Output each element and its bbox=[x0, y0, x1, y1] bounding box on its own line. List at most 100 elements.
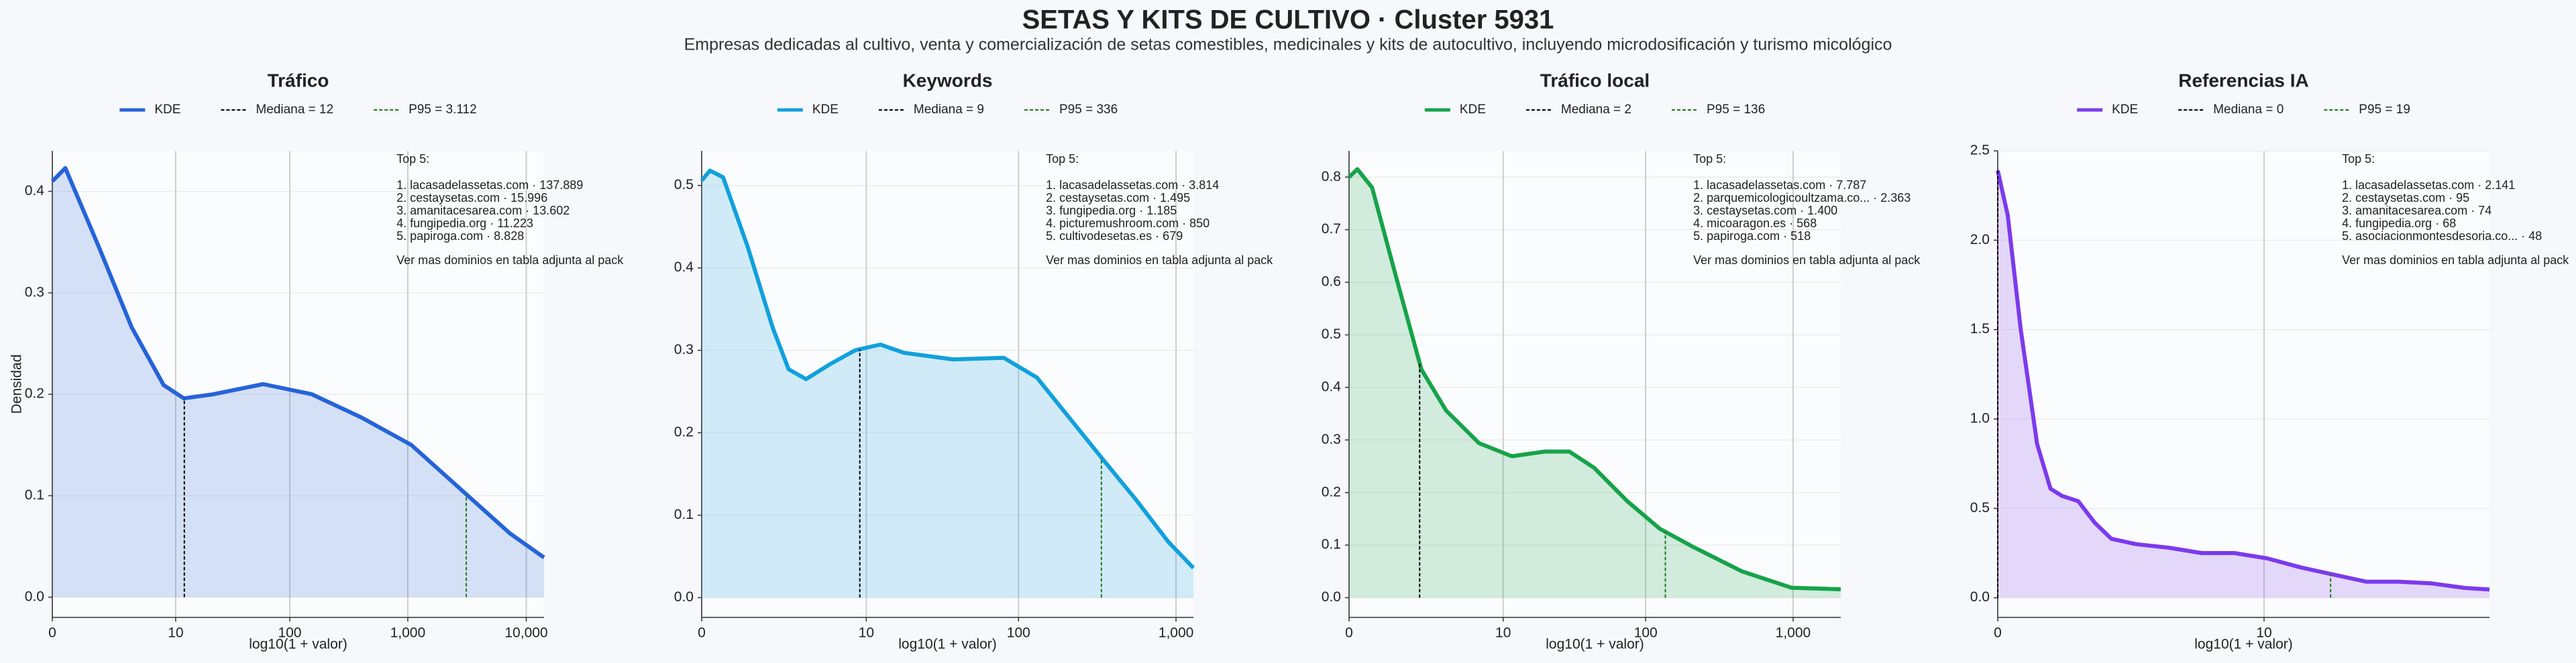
panel-title: Referencias IA bbox=[2178, 70, 2309, 91]
y-axis-label: Densidad bbox=[9, 355, 25, 414]
y-tick-label: 0.0 bbox=[674, 589, 694, 605]
x-tick-label: 10 bbox=[859, 625, 874, 641]
legend-label: P95 = 336 bbox=[1059, 103, 1118, 117]
x-tick-label: 100 bbox=[1007, 625, 1030, 641]
density-area bbox=[1998, 170, 2489, 598]
y-tick-label: 0.4 bbox=[1322, 379, 1342, 394]
density-area bbox=[52, 168, 544, 597]
density-curve bbox=[700, 168, 1195, 570]
annotation-title: Top 5: bbox=[396, 152, 429, 166]
legend: KDE Mediana = 2 P95 = 136 bbox=[1424, 103, 1765, 117]
legend-label: Mediana = 12 bbox=[256, 103, 333, 117]
annotation-line: 5. cultivodesetas.es · 679 bbox=[1046, 229, 1183, 243]
density-curve bbox=[1347, 167, 1841, 591]
y-tick-label: 1.0 bbox=[1970, 411, 1990, 426]
annotation-line: 5. papiroga.com · 8.828 bbox=[396, 229, 524, 243]
plot-area bbox=[52, 151, 544, 617]
y-tick-label: 0.0 bbox=[25, 589, 44, 604]
annotation-line: 4. micoaragon.es · 568 bbox=[1693, 217, 1817, 230]
y-tick-label: 0.6 bbox=[1322, 274, 1341, 290]
y-tick-label: 0.2 bbox=[25, 386, 44, 402]
legend-label: Mediana = 9 bbox=[914, 103, 984, 117]
x-tick-label: 0 bbox=[48, 625, 56, 641]
panel-title: Tráfico bbox=[268, 70, 329, 91]
y-tick-label: 0.5 bbox=[1970, 500, 1990, 516]
y-tick-label: 0.2 bbox=[674, 424, 694, 440]
y-tick-label: 0.2 bbox=[1322, 484, 1341, 499]
y-tick-label: 0.3 bbox=[25, 284, 44, 300]
x-tick-label: 100 bbox=[278, 625, 301, 641]
x-tick-label: 10 bbox=[1495, 625, 1511, 641]
x-tick-label: 100 bbox=[1634, 625, 1658, 641]
annotation-title: Top 5: bbox=[1046, 152, 1079, 166]
legend-label: P95 = 3.112 bbox=[409, 103, 477, 117]
y-tick-label: 0.0 bbox=[1970, 589, 1990, 605]
annotation-footer: Ver mas dominios en tabla adjunta al pac… bbox=[1693, 253, 1921, 267]
x-axis-label: log10(1 + valor) bbox=[1546, 637, 1644, 652]
annotation-line: 1. lacasadelassetas.com · 7.787 bbox=[1693, 178, 1866, 192]
annotation-line: 2. cestaysetas.com · 95 bbox=[2342, 191, 2469, 204]
annotation-line: 2. parquemicologicoultzama.co... · 2.363 bbox=[1693, 191, 1911, 204]
annotation-line: 4. fungipedia.org · 68 bbox=[2342, 217, 2456, 230]
plot-area bbox=[702, 151, 1193, 617]
legend-label: Mediana = 2 bbox=[1561, 103, 1631, 117]
x-tick-label: 0 bbox=[1345, 625, 1353, 641]
legend-label: P95 = 136 bbox=[1707, 103, 1765, 117]
legend: KDE Mediana = 12 P95 = 3.112 bbox=[119, 103, 477, 117]
annotation-line: 3. amanitacesarea.com · 13.602 bbox=[396, 204, 570, 217]
x-tick-label: 10 bbox=[2256, 625, 2271, 641]
y-tick-label: 0.1 bbox=[1322, 537, 1341, 552]
y-tick-label: 0.4 bbox=[674, 259, 694, 275]
x-axis-label: log10(1 + valor) bbox=[2194, 637, 2293, 652]
annotation-footer: Ver mas dominios en tabla adjunta al pac… bbox=[1046, 253, 1273, 267]
annotation-line: 1. lacasadelassetas.com · 3.814 bbox=[1046, 178, 1219, 192]
annotation-line: 5. papiroga.com · 518 bbox=[1693, 229, 1811, 243]
x-tick-label: 1,000 bbox=[1159, 625, 1194, 641]
y-tick-label: 0.7 bbox=[1322, 221, 1341, 237]
panel-title: Tráfico local bbox=[1540, 70, 1650, 91]
page-subtitle: Empresas dedicadas al cultivo, venta y c… bbox=[684, 36, 1892, 54]
annotation-line: 2. cestaysetas.com · 15.996 bbox=[396, 191, 547, 204]
density-area bbox=[702, 170, 1193, 598]
y-tick-label: 0.0 bbox=[1322, 589, 1341, 605]
legend-label: P95 = 19 bbox=[2359, 103, 2410, 117]
y-tick-label: 0.1 bbox=[25, 487, 44, 503]
y-tick-label: 0.5 bbox=[1322, 326, 1341, 342]
annotation-footer: Ver mas dominios en tabla adjunta al pac… bbox=[2342, 253, 2569, 267]
plot-area bbox=[1998, 151, 2489, 617]
x-tick-label: 1,000 bbox=[390, 625, 426, 641]
page-title: SETAS Y KITS DE CULTIVO · Cluster 5931 bbox=[1022, 5, 1554, 35]
legend: KDE Mediana = 9 P95 = 336 bbox=[777, 103, 1118, 117]
x-tick-label: 0 bbox=[698, 625, 706, 641]
y-tick-label: 1.5 bbox=[1970, 321, 1990, 337]
legend: KDE Mediana = 0 P95 = 19 bbox=[2077, 103, 2410, 117]
annotation-line: 1. lacasadelassetas.com · 2.141 bbox=[2342, 178, 2515, 192]
annotation-line: 4. fungipedia.org · 11.223 bbox=[396, 217, 533, 230]
x-tick-label: 10 bbox=[168, 625, 183, 641]
density-area bbox=[1349, 169, 1841, 598]
annotation-line: 1. lacasadelassetas.com · 137.889 bbox=[396, 178, 583, 192]
x-tick-label: 10,000 bbox=[504, 625, 547, 641]
y-tick-label: 0.3 bbox=[1322, 432, 1341, 447]
legend-label: Mediana = 0 bbox=[2213, 103, 2284, 117]
y-tick-label: 0.5 bbox=[674, 177, 694, 192]
y-tick-label: 0.1 bbox=[674, 507, 694, 522]
y-tick-label: 2.5 bbox=[1970, 143, 1990, 158]
y-tick-label: 0.3 bbox=[674, 342, 694, 357]
legend-label: KDE bbox=[1460, 103, 1486, 117]
density-curve bbox=[50, 166, 545, 560]
annotation-line: 2. cestaysetas.com · 1.495 bbox=[1046, 191, 1190, 204]
annotation-line: 3. fungipedia.org · 1.185 bbox=[1046, 204, 1177, 217]
annotation-title: Top 5: bbox=[1693, 152, 1726, 166]
density-curve bbox=[1996, 170, 2490, 592]
annotation-line: 3. cestaysetas.com · 1.400 bbox=[1693, 204, 1837, 217]
y-tick-label: 2.0 bbox=[1970, 232, 1990, 247]
x-axis-label: log10(1 + valor) bbox=[249, 637, 347, 652]
legend-label: KDE bbox=[154, 103, 180, 117]
annotation-title: Top 5: bbox=[2342, 152, 2375, 166]
panel-title: Keywords bbox=[903, 70, 993, 91]
y-tick-label: 0.8 bbox=[1322, 169, 1341, 184]
annotation-line: 4. picturemushroom.com · 850 bbox=[1046, 217, 1210, 230]
x-tick-label: 0 bbox=[1994, 625, 2002, 641]
annotation-line: 3. amanitacesarea.com · 74 bbox=[2342, 204, 2491, 217]
